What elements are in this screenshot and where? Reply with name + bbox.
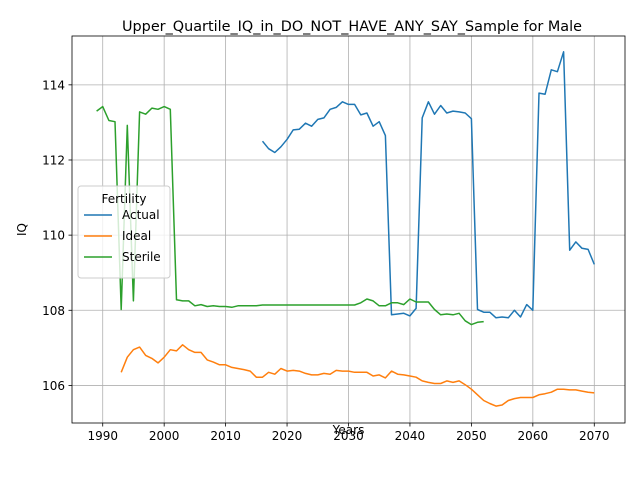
legend-title: Fertility (101, 192, 146, 206)
x-tick-label: 2000 (149, 429, 180, 443)
chart-title: Upper_Quartile_IQ_in_DO_NOT_HAVE_ANY_SAY… (122, 19, 582, 35)
x-tick-label: 2010 (210, 429, 241, 443)
y-tick-label: 114 (42, 78, 65, 92)
x-tick-label: 2060 (518, 429, 549, 443)
y-tick-label: 110 (42, 229, 65, 243)
x-tick-label: 2020 (272, 429, 303, 443)
series-line-ideal (120, 344, 595, 407)
y-tick-label: 112 (42, 153, 65, 167)
x-axis-label: Years (332, 423, 365, 437)
series-layer (96, 51, 595, 407)
x-tick-label: 2070 (579, 429, 610, 443)
x-tick-label: 2030 (333, 429, 364, 443)
legend: Fertility Actual Ideal Sterile (77, 185, 171, 279)
x-tick-label: 1990 (87, 429, 118, 443)
y-axis-ticks: 106 108 110 112 114 (42, 78, 72, 393)
x-tick-label: 2050 (456, 429, 487, 443)
legend-label-ideal: Ideal (122, 229, 151, 243)
legend-label-sterile: Sterile (122, 250, 161, 264)
y-tick-label: 108 (42, 304, 65, 318)
y-axis-label: IQ (15, 223, 29, 236)
x-tick-label: 2040 (395, 429, 426, 443)
legend-label-actual: Actual (122, 208, 160, 222)
y-tick-label: 106 (42, 379, 65, 393)
x-axis-ticks: 1990 2000 2010 2020 2030 2040 2050 2060 2070 (87, 423, 610, 443)
series-line-sterile (96, 105, 484, 326)
series-line-actual (261, 51, 595, 319)
legend-box (77, 185, 171, 279)
